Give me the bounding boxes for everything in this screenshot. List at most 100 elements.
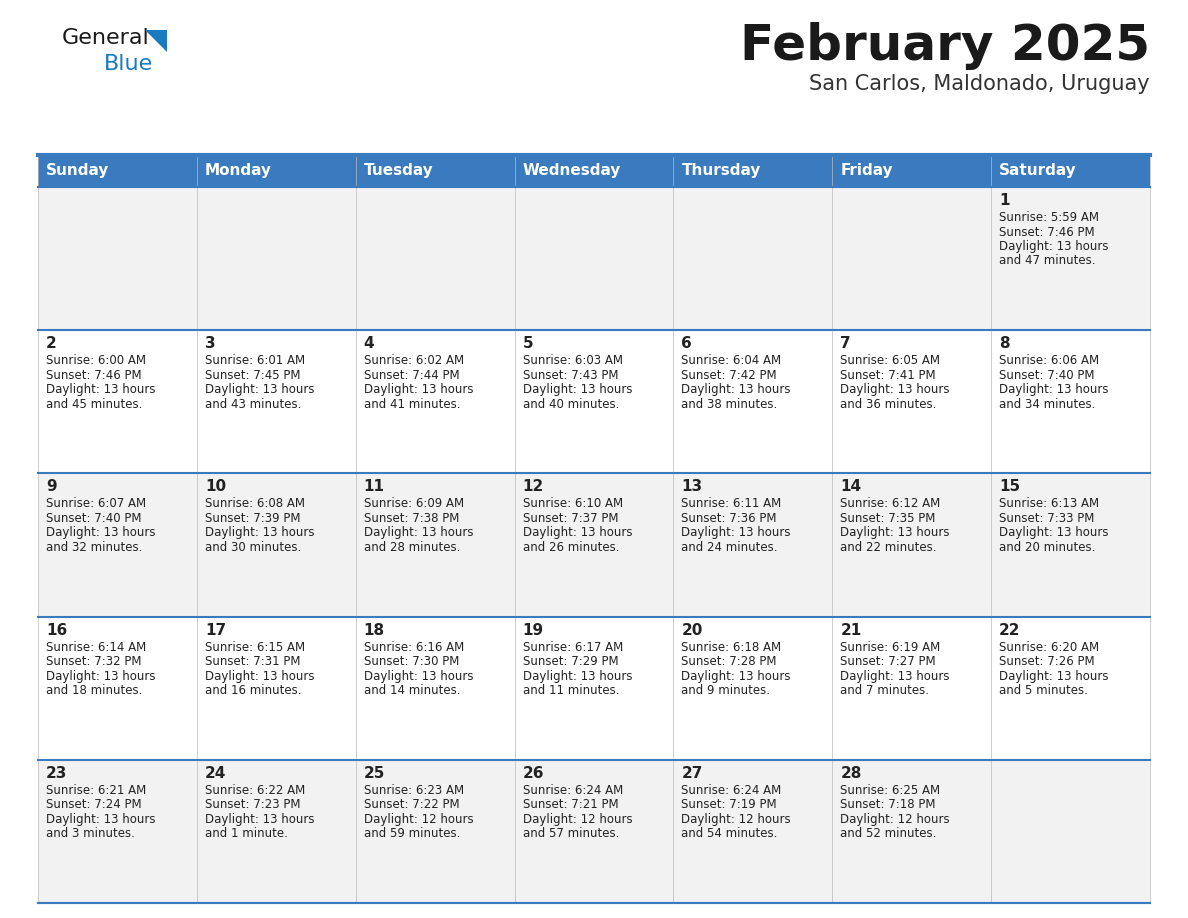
Text: Daylight: 13 hours: Daylight: 13 hours bbox=[840, 669, 949, 683]
Text: Sunrise: 6:24 AM: Sunrise: 6:24 AM bbox=[523, 784, 623, 797]
Text: Sunrise: 6:17 AM: Sunrise: 6:17 AM bbox=[523, 641, 623, 654]
Text: Sunset: 7:44 PM: Sunset: 7:44 PM bbox=[364, 369, 460, 382]
Bar bbox=[197, 187, 355, 330]
Bar bbox=[514, 474, 674, 617]
Text: 1: 1 bbox=[999, 193, 1010, 208]
Text: Sunset: 7:23 PM: Sunset: 7:23 PM bbox=[204, 799, 301, 812]
Text: and 45 minutes.: and 45 minutes. bbox=[46, 397, 143, 410]
Bar bbox=[197, 155, 355, 187]
Bar bbox=[197, 760, 355, 903]
Text: and 59 minutes.: and 59 minutes. bbox=[364, 827, 460, 840]
Text: Sunset: 7:33 PM: Sunset: 7:33 PM bbox=[999, 512, 1094, 525]
Text: 13: 13 bbox=[682, 479, 702, 495]
Bar bbox=[991, 760, 1150, 903]
Text: Sunset: 7:43 PM: Sunset: 7:43 PM bbox=[523, 369, 618, 382]
Bar bbox=[355, 760, 514, 903]
Bar bbox=[38, 474, 197, 617]
Text: and 20 minutes.: and 20 minutes. bbox=[999, 541, 1095, 554]
Bar bbox=[674, 760, 833, 903]
Text: and 1 minute.: and 1 minute. bbox=[204, 827, 287, 840]
Text: Daylight: 13 hours: Daylight: 13 hours bbox=[46, 526, 156, 540]
Text: 24: 24 bbox=[204, 766, 226, 781]
Bar bbox=[355, 330, 514, 474]
Text: Sunrise: 6:22 AM: Sunrise: 6:22 AM bbox=[204, 784, 305, 797]
Text: Sunrise: 6:11 AM: Sunrise: 6:11 AM bbox=[682, 498, 782, 510]
Text: Wednesday: Wednesday bbox=[523, 163, 621, 178]
Text: Sunrise: 6:25 AM: Sunrise: 6:25 AM bbox=[840, 784, 941, 797]
Text: Sunset: 7:27 PM: Sunset: 7:27 PM bbox=[840, 655, 936, 668]
Text: Sunset: 7:45 PM: Sunset: 7:45 PM bbox=[204, 369, 301, 382]
Text: Sunset: 7:40 PM: Sunset: 7:40 PM bbox=[999, 369, 1094, 382]
Text: Sunset: 7:40 PM: Sunset: 7:40 PM bbox=[46, 512, 141, 525]
Text: Sunset: 7:26 PM: Sunset: 7:26 PM bbox=[999, 655, 1095, 668]
Text: Sunrise: 6:15 AM: Sunrise: 6:15 AM bbox=[204, 641, 305, 654]
Text: Sunrise: 5:59 AM: Sunrise: 5:59 AM bbox=[999, 211, 1099, 224]
Text: Sunrise: 6:13 AM: Sunrise: 6:13 AM bbox=[999, 498, 1099, 510]
Text: Daylight: 13 hours: Daylight: 13 hours bbox=[999, 526, 1108, 540]
Text: 5: 5 bbox=[523, 336, 533, 352]
Text: 20: 20 bbox=[682, 622, 703, 638]
Bar bbox=[197, 617, 355, 760]
Text: and 38 minutes.: and 38 minutes. bbox=[682, 397, 778, 410]
Text: Daylight: 13 hours: Daylight: 13 hours bbox=[364, 383, 473, 397]
Bar bbox=[514, 617, 674, 760]
Text: Sunrise: 6:04 AM: Sunrise: 6:04 AM bbox=[682, 354, 782, 367]
Bar bbox=[355, 617, 514, 760]
Text: Sunset: 7:41 PM: Sunset: 7:41 PM bbox=[840, 369, 936, 382]
Text: Monday: Monday bbox=[204, 163, 272, 178]
Bar bbox=[38, 155, 197, 187]
Text: 14: 14 bbox=[840, 479, 861, 495]
Text: and 32 minutes.: and 32 minutes. bbox=[46, 541, 143, 554]
Text: Sunset: 7:38 PM: Sunset: 7:38 PM bbox=[364, 512, 459, 525]
Text: 16: 16 bbox=[46, 622, 68, 638]
Bar bbox=[991, 474, 1150, 617]
Text: 26: 26 bbox=[523, 766, 544, 781]
Text: Sunrise: 6:18 AM: Sunrise: 6:18 AM bbox=[682, 641, 782, 654]
Text: and 34 minutes.: and 34 minutes. bbox=[999, 397, 1095, 410]
Text: 23: 23 bbox=[46, 766, 68, 781]
Text: Daylight: 12 hours: Daylight: 12 hours bbox=[364, 812, 473, 826]
Text: and 28 minutes.: and 28 minutes. bbox=[364, 541, 460, 554]
Text: Sunset: 7:42 PM: Sunset: 7:42 PM bbox=[682, 369, 777, 382]
Bar bbox=[833, 474, 991, 617]
Bar bbox=[674, 617, 833, 760]
Text: Daylight: 12 hours: Daylight: 12 hours bbox=[682, 812, 791, 826]
Text: Sunset: 7:18 PM: Sunset: 7:18 PM bbox=[840, 799, 936, 812]
Text: 22: 22 bbox=[999, 622, 1020, 638]
Text: Daylight: 13 hours: Daylight: 13 hours bbox=[204, 526, 315, 540]
Text: Daylight: 13 hours: Daylight: 13 hours bbox=[46, 669, 156, 683]
Text: Daylight: 13 hours: Daylight: 13 hours bbox=[523, 526, 632, 540]
Text: and 43 minutes.: and 43 minutes. bbox=[204, 397, 302, 410]
Text: Friday: Friday bbox=[840, 163, 893, 178]
Text: Saturday: Saturday bbox=[999, 163, 1076, 178]
Text: and 3 minutes.: and 3 minutes. bbox=[46, 827, 135, 840]
Text: Sunset: 7:39 PM: Sunset: 7:39 PM bbox=[204, 512, 301, 525]
Bar bbox=[833, 617, 991, 760]
Text: Daylight: 13 hours: Daylight: 13 hours bbox=[682, 383, 791, 397]
Bar bbox=[514, 330, 674, 474]
Text: and 26 minutes.: and 26 minutes. bbox=[523, 541, 619, 554]
Text: 9: 9 bbox=[46, 479, 57, 495]
Text: 28: 28 bbox=[840, 766, 861, 781]
Text: Daylight: 13 hours: Daylight: 13 hours bbox=[840, 383, 949, 397]
Text: Sunset: 7:31 PM: Sunset: 7:31 PM bbox=[204, 655, 301, 668]
Bar bbox=[674, 330, 833, 474]
Bar bbox=[991, 617, 1150, 760]
Text: Sunset: 7:19 PM: Sunset: 7:19 PM bbox=[682, 799, 777, 812]
Text: and 41 minutes.: and 41 minutes. bbox=[364, 397, 460, 410]
Bar bbox=[38, 760, 197, 903]
Text: 6: 6 bbox=[682, 336, 693, 352]
Text: 19: 19 bbox=[523, 622, 544, 638]
Text: Daylight: 13 hours: Daylight: 13 hours bbox=[204, 812, 315, 826]
Bar bbox=[355, 474, 514, 617]
Text: Sunset: 7:46 PM: Sunset: 7:46 PM bbox=[46, 369, 141, 382]
Text: 18: 18 bbox=[364, 622, 385, 638]
Bar bbox=[38, 187, 197, 330]
Text: Sunrise: 6:23 AM: Sunrise: 6:23 AM bbox=[364, 784, 463, 797]
Text: Sunrise: 6:07 AM: Sunrise: 6:07 AM bbox=[46, 498, 146, 510]
Text: 3: 3 bbox=[204, 336, 215, 352]
Bar bbox=[355, 187, 514, 330]
Text: 10: 10 bbox=[204, 479, 226, 495]
Text: Daylight: 13 hours: Daylight: 13 hours bbox=[364, 526, 473, 540]
Text: 27: 27 bbox=[682, 766, 703, 781]
